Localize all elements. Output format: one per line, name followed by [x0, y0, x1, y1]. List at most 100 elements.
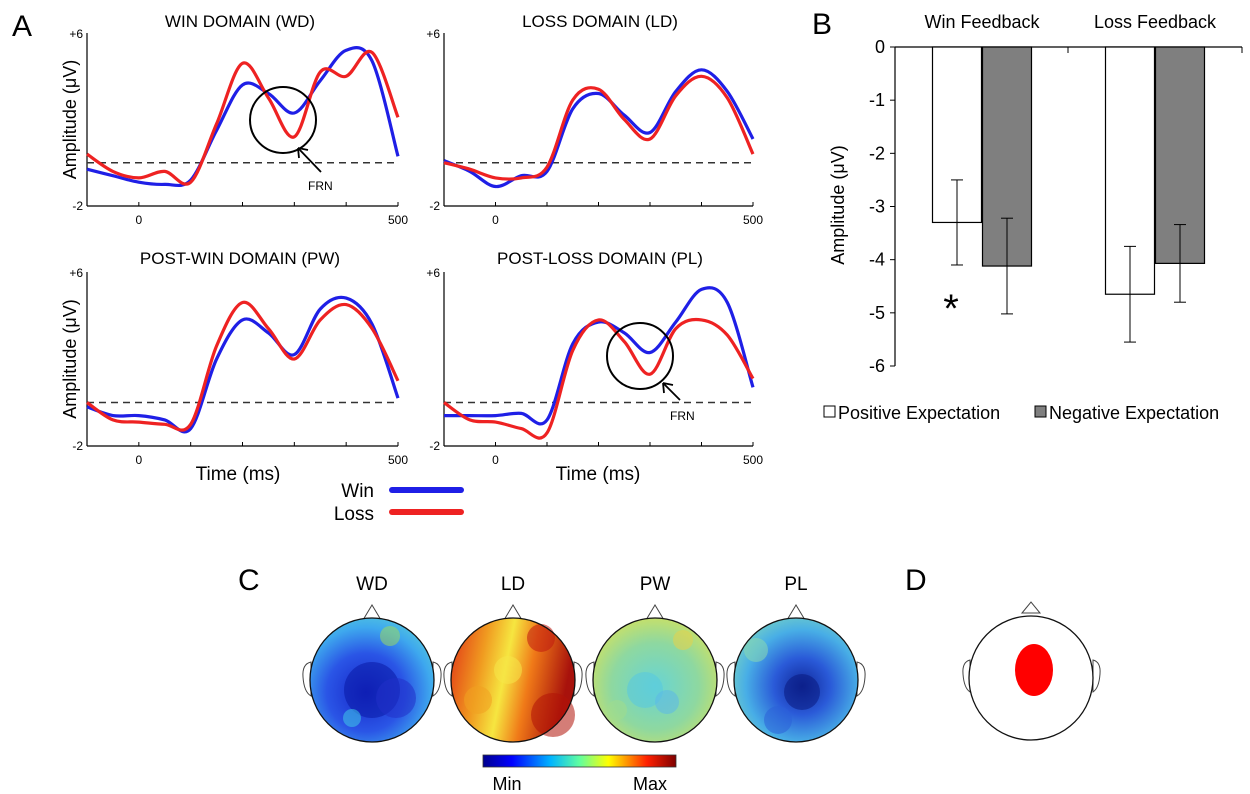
erp-subplot-3: POST-LOSS DOMAIN (PL) +6 -2 0 500 FRN	[426, 249, 763, 467]
significance-asterisk: *	[943, 287, 959, 331]
topo-right-ear	[856, 661, 866, 697]
topo-blob	[655, 690, 679, 714]
bar-y-tick-label: -5	[869, 303, 885, 323]
source-head-right-ear	[1092, 659, 1101, 693]
topo-head-outline	[450, 617, 576, 743]
legend-swatch-positive	[823, 405, 836, 418]
topo-blob	[627, 672, 663, 708]
frn-arrow-head	[297, 147, 309, 159]
bar-legend: Positive Expectation Negative Expectatio…	[823, 403, 1219, 423]
panel-letter-c: C	[238, 564, 260, 597]
topo-map-0: WD	[302, 574, 442, 743]
bar-category-label: Win Feedback	[924, 12, 1040, 32]
frn-circle	[606, 322, 674, 390]
topo-map-3: PL	[726, 574, 866, 743]
topo-right-ear	[715, 661, 725, 697]
bar-y-tick-label: -1	[869, 90, 885, 110]
topo-blob	[527, 624, 555, 652]
erp-line-loss	[86, 300, 400, 432]
frn-label: FRN	[670, 409, 695, 423]
legend-swatch-negative	[1034, 405, 1047, 418]
source-region	[1015, 644, 1053, 696]
erp-subplot-title: POST-WIN DOMAIN (PW)	[140, 249, 340, 268]
erp-y-tick-label: -2	[72, 439, 83, 453]
topo-blob	[607, 700, 627, 720]
erp-x-tick-label: 500	[743, 453, 763, 467]
erp-y-tick-label: -2	[429, 439, 440, 453]
erp-line-win	[443, 286, 755, 426]
colorbar-strip	[482, 754, 677, 768]
erp-y-axis-label: Amplitude (μV)	[60, 299, 80, 418]
legend-label-loss: Loss	[334, 504, 374, 525]
legend-label-positive: Positive Expectation	[838, 403, 1000, 423]
bar-y-tick-label: 0	[875, 37, 885, 57]
colorbar: Min Max	[482, 754, 677, 794]
topo-head-outline	[592, 617, 718, 743]
erp-y-tick-label: +6	[426, 27, 440, 41]
erp-line-win	[86, 46, 400, 188]
frn-arrow-head	[662, 382, 674, 394]
legend-label-win: Win	[341, 481, 374, 502]
erp-line-loss	[86, 49, 400, 186]
topo-blob	[673, 630, 693, 650]
erp-x-tick-label: 0	[135, 453, 142, 467]
frn-circle	[249, 86, 317, 154]
erp-y-tick-label: -2	[72, 199, 83, 213]
topo-blob	[784, 674, 820, 710]
bar-y-tick-label: -4	[869, 250, 885, 270]
panel-letter-a: A	[12, 10, 32, 43]
source-head-left-ear	[962, 659, 971, 693]
bar-y-axis-label: Amplitude (μV)	[828, 145, 848, 264]
erp-subplot-2: POST-WIN DOMAIN (PW) +6 -2 0 500 Amplitude (μ…	[60, 249, 408, 467]
topo-left-ear	[585, 661, 595, 697]
erp-subplot-title: WIN DOMAIN (WD)	[165, 12, 315, 31]
frn-arrow	[297, 147, 322, 173]
topo-map-1: LD	[443, 574, 583, 743]
erp-y-tick-label: +6	[69, 27, 83, 41]
erp-x-tick-label: 0	[135, 213, 142, 227]
topo-left-ear	[726, 661, 736, 697]
topo-blob	[744, 638, 768, 662]
topo-right-ear	[432, 661, 442, 697]
bar-y-tick-label: -3	[869, 197, 885, 217]
frn-label: FRN	[308, 179, 333, 193]
topo-blob	[494, 656, 522, 684]
colorbar-min-label: Min	[492, 774, 521, 794]
erp-x-tick-label: 500	[388, 453, 408, 467]
topo-head-outline	[733, 617, 859, 743]
frn-arrow	[662, 382, 681, 401]
bar-panel: 0 -1 -2 -3 -4 -5 -6 Win Feedback Loss Feedback *	[869, 12, 1243, 376]
bar-y-tick-label: -6	[869, 356, 885, 376]
topo-map-title: WD	[356, 574, 388, 595]
topo-blob	[464, 686, 492, 714]
erp-legend: Win Loss	[334, 481, 464, 525]
topo-blob	[531, 693, 575, 737]
topo-map-title: PW	[640, 574, 671, 595]
legend-label-negative: Negative Expectation	[1049, 403, 1219, 423]
erp-subplot-title: LOSS DOMAIN (LD)	[522, 12, 678, 31]
topo-head-outline	[309, 617, 435, 743]
bar-category-label: Loss Feedback	[1094, 12, 1217, 32]
erp-y-tick-label: +6	[426, 266, 440, 280]
erp-line-win	[86, 295, 400, 434]
panel-letter-d: D	[905, 564, 927, 597]
topo-blob	[764, 706, 792, 734]
erp-line-loss	[443, 317, 755, 440]
erp-x-tick-label: 500	[743, 213, 763, 227]
erp-panel: WIN DOMAIN (WD) +6 -2 0 500 Amplitude (μV) FRN…	[60, 12, 763, 467]
erp-subplot-title: POST-LOSS DOMAIN (PL)	[497, 249, 703, 268]
topo-blob	[376, 678, 416, 718]
source-head-nose	[1020, 601, 1042, 614]
panel-letter-b: B	[812, 8, 832, 41]
erp-x-tick-label: 500	[388, 213, 408, 227]
topo-map-title: PL	[784, 574, 807, 595]
topo-panel: WD LD PW PL	[302, 574, 866, 743]
erp-x-tick-label: 0	[492, 213, 499, 227]
topo-left-ear	[443, 661, 453, 697]
erp-subplot-1: LOSS DOMAIN (LD) +6 -2 0 500	[426, 12, 763, 227]
bar-y-tick-label: -2	[869, 143, 885, 163]
source-head	[962, 601, 1101, 741]
topo-right-ear	[573, 661, 583, 697]
erp-x-tick-label: 0	[492, 453, 499, 467]
